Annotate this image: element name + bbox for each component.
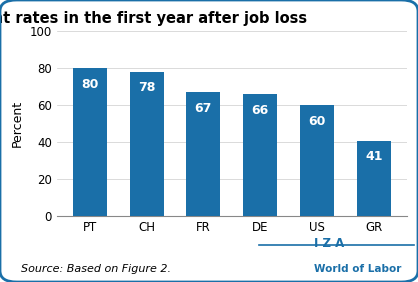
Text: 66: 66 [252,103,269,116]
Bar [357,140,391,216]
Text: 80: 80 [81,78,98,91]
Bar [186,92,220,216]
Text: 60: 60 [308,115,326,128]
Bar [73,69,107,216]
Y-axis label: Percent: Percent [11,100,24,147]
Bar [243,94,277,216]
Text: 41: 41 [365,150,382,163]
Text: World of Labor: World of Labor [314,264,401,274]
Bar [300,105,334,216]
Text: 67: 67 [195,102,212,115]
Text: I Z A: I Z A [314,237,344,250]
Text: Source: Based on Figure 2.: Source: Based on Figure 2. [21,264,171,274]
Bar [130,72,163,216]
Text: Net income replacement rates in the first year after job loss: Net income replacement rates in the firs… [0,11,307,26]
Text: 78: 78 [138,81,155,94]
